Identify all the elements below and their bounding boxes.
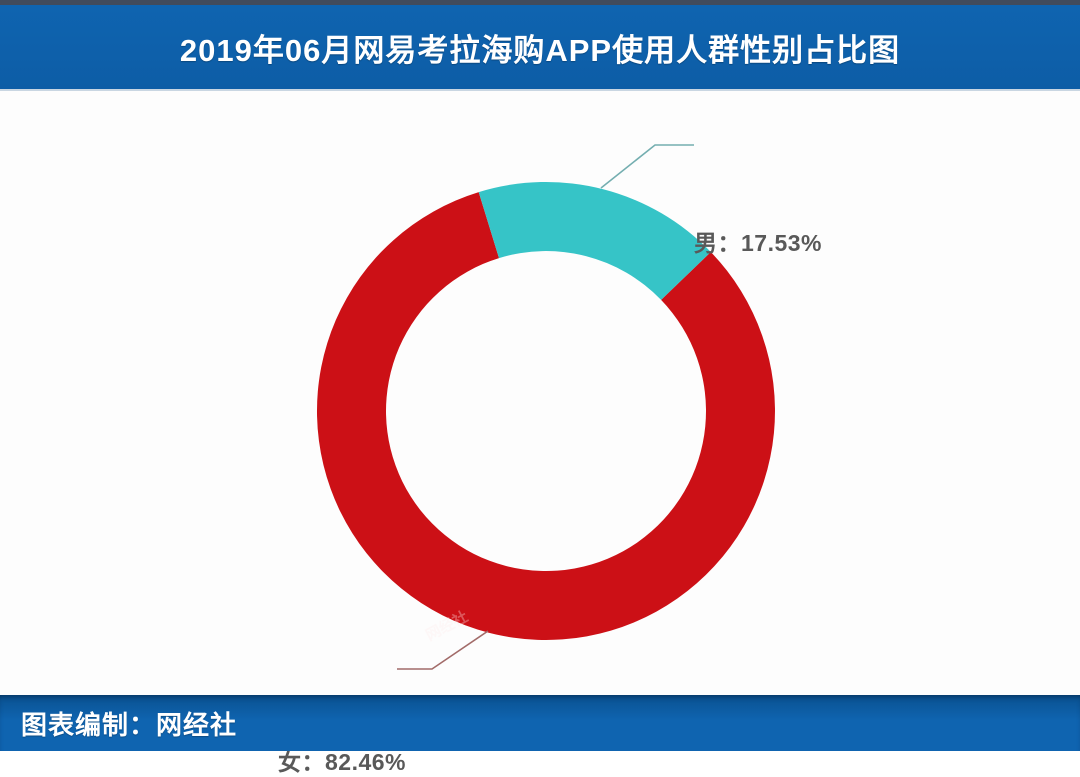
title-bar: 2019年06月网易考拉海购APP使用人群性别占比图: [0, 5, 1080, 91]
gender-donut-chart: 男：17.53% 女：82.46% 网经社: [0, 91, 1080, 775]
leader-line-female: [397, 630, 489, 670]
donut-slice-male: [478, 181, 711, 300]
donut-chart-canvas: [316, 144, 775, 670]
page-title: 2019年06月网易考拉海购APP使用人群性别占比图: [179, 32, 901, 68]
leader-line-male: [600, 144, 694, 189]
slice-label-male: 男：17.53%: [694, 230, 823, 256]
top-strip: [0, 0, 1080, 5]
donut-slice-female: [316, 192, 775, 640]
footer-bar: 图表编制：网经社: [0, 695, 1080, 751]
footer-credit: 图表编制：网经社: [21, 709, 238, 740]
